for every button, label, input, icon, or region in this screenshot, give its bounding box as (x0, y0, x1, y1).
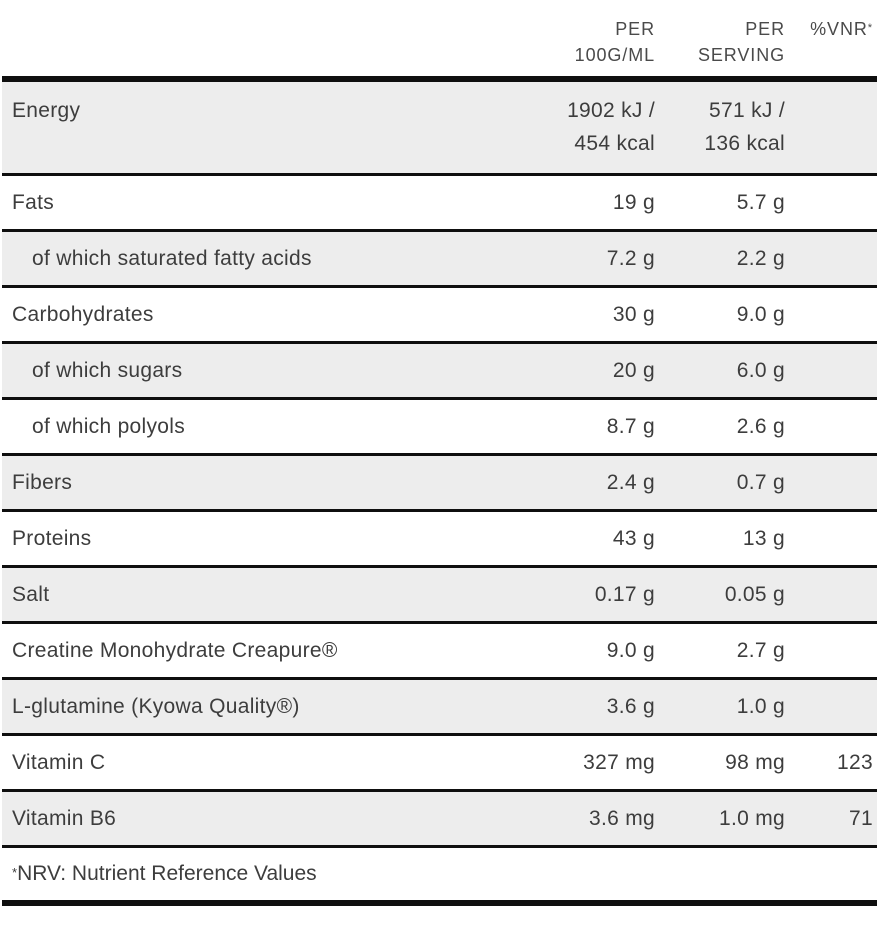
per-serving-value: 571 kJ / 136 kcal (655, 79, 785, 176)
table-row: Carbohydrates 30 g 9.0 g (2, 286, 877, 344)
per-100-value: 327 mg (422, 734, 655, 792)
per-100-value: 9.0 g (422, 622, 655, 680)
nutrient-label: Energy (2, 79, 422, 176)
nutrient-label: Vitamin C (2, 734, 422, 792)
table-row: Salt 0.17 g 0.05 g (2, 566, 877, 624)
nutrient-label: L-glutamine (Kyowa Quality®) (2, 678, 422, 736)
table-row: Energy 1902 kJ / 454 kcal 571 kJ / 136 k… (2, 79, 877, 176)
per-100-value: 43 g (422, 510, 655, 568)
nutrient-label: of which saturated fatty acids (2, 230, 422, 288)
per-100-value: 2.4 g (422, 454, 655, 512)
table-row: Vitamin B6 3.6 mg 1.0 mg 71 (2, 790, 877, 848)
nutrition-facts-table: PER 100G/ML PER SERVING %VNR* Energy 190… (2, 0, 877, 906)
header-per-100g: PER 100G/ML (422, 0, 655, 82)
per-serving-value: 2.2 g (655, 230, 785, 288)
nutrient-label: Fats (2, 174, 422, 232)
per-100-value: 8.7 g (422, 398, 655, 456)
footnote-text: NRV: Nutrient Reference Values (17, 862, 317, 885)
per-serving-value: 2.7 g (655, 622, 785, 680)
per-100-value: 3.6 g (422, 678, 655, 736)
vnr-value (785, 454, 877, 512)
vnr-value (785, 678, 877, 736)
per-serving-value: 0.7 g (655, 454, 785, 512)
nutrient-label: Creatine Monohydrate Creapure® (2, 622, 422, 680)
per-100-value: 7.2 g (422, 230, 655, 288)
table-row: of which sugars 20 g 6.0 g (2, 342, 877, 400)
per-serving-value: 6.0 g (655, 342, 785, 400)
table-row: of which saturated fatty acids 7.2 g 2.2… (2, 230, 877, 288)
table-header: PER 100G/ML PER SERVING %VNR* (2, 0, 877, 82)
per-serving-value: 2.6 g (655, 398, 785, 456)
table-row: Fats 19 g 5.7 g (2, 174, 877, 232)
table-row: Fibers 2.4 g 0.7 g (2, 454, 877, 512)
vnr-value (785, 79, 877, 176)
vnr-value: 71 (785, 790, 877, 848)
per-serving-value: 13 g (655, 510, 785, 568)
vnr-value (785, 174, 877, 232)
per-serving-value: 0.05 g (655, 566, 785, 624)
per-serving-value: 1.0 g (655, 678, 785, 736)
per-100-value: 0.17 g (422, 566, 655, 624)
nutrient-label: Fibers (2, 454, 422, 512)
nutrient-label: of which polyols (2, 398, 422, 456)
header-row: PER 100G/ML PER SERVING %VNR* (2, 0, 877, 82)
per-100-value: 19 g (422, 174, 655, 232)
nutrient-label: Vitamin B6 (2, 790, 422, 848)
per-serving-value: 98 mg (655, 734, 785, 792)
per-serving-value: 5.7 g (655, 174, 785, 232)
vnr-value: 123 (785, 734, 877, 792)
per-100-value: 20 g (422, 342, 655, 400)
header-vnr: %VNR* (785, 0, 877, 82)
per-serving-value: 1.0 mg (655, 790, 785, 848)
vnr-value (785, 398, 877, 456)
header-per-serving: PER SERVING (655, 0, 785, 82)
nutrient-label: of which sugars (2, 342, 422, 400)
vnr-value (785, 286, 877, 344)
footnote: *NRV: Nutrient Reference Values (2, 846, 877, 906)
table-body: Energy 1902 kJ / 454 kcal 571 kJ / 136 k… (2, 79, 877, 848)
vnr-value (785, 510, 877, 568)
table-row: of which polyols 8.7 g 2.6 g (2, 398, 877, 456)
vnr-value (785, 566, 877, 624)
table-footer: *NRV: Nutrient Reference Values (2, 846, 877, 906)
per-100-value: 1902 kJ / 454 kcal (422, 79, 655, 176)
per-100-value: 30 g (422, 286, 655, 344)
table-row: L-glutamine (Kyowa Quality®) 3.6 g 1.0 g (2, 678, 877, 736)
footnote-row: *NRV: Nutrient Reference Values (2, 846, 877, 906)
vnr-value (785, 622, 877, 680)
nutrient-label: Salt (2, 566, 422, 624)
vnr-value (785, 342, 877, 400)
table-row: Proteins 43 g 13 g (2, 510, 877, 568)
per-100-value: 3.6 mg (422, 790, 655, 848)
header-vnr-label: %VNR (810, 19, 868, 39)
table-row: Creatine Monohydrate Creapure® 9.0 g 2.7… (2, 622, 877, 680)
header-spacer (2, 0, 422, 82)
nutrient-label: Proteins (2, 510, 422, 568)
vnr-value (785, 230, 877, 288)
footnote-marker: * (12, 865, 18, 880)
per-serving-value: 9.0 g (655, 286, 785, 344)
nutrient-label: Carbohydrates (2, 286, 422, 344)
vnr-asterisk: * (867, 22, 873, 34)
table-row: Vitamin C 327 mg 98 mg 123 (2, 734, 877, 792)
